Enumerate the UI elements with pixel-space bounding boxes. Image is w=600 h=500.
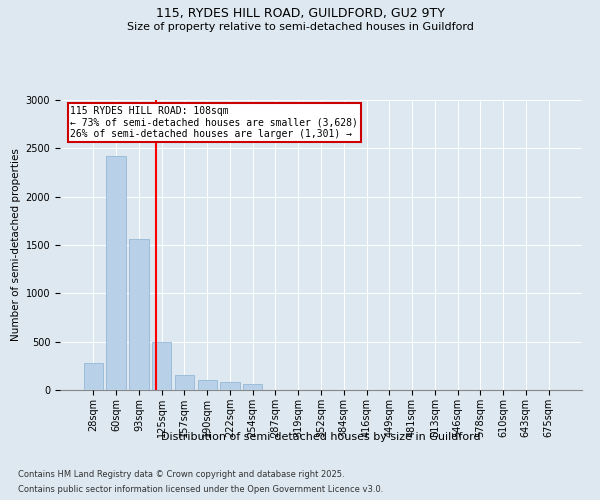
Text: Contains public sector information licensed under the Open Government Licence v3: Contains public sector information licen… <box>18 485 383 494</box>
Bar <box>84 363 103 390</box>
Text: 115, RYDES HILL ROAD, GUILDFORD, GU2 9TY: 115, RYDES HILL ROAD, GUILDFORD, GU2 9TY <box>155 8 445 20</box>
Text: Contains HM Land Registry data © Crown copyright and database right 2025.: Contains HM Land Registry data © Crown c… <box>18 470 344 479</box>
Bar <box>129 239 149 390</box>
Bar <box>197 380 217 390</box>
Text: Distribution of semi-detached houses by size in Guildford: Distribution of semi-detached houses by … <box>161 432 481 442</box>
Text: 115 RYDES HILL ROAD: 108sqm
← 73% of semi-detached houses are smaller (3,628)
26: 115 RYDES HILL ROAD: 108sqm ← 73% of sem… <box>70 106 358 139</box>
Bar <box>243 384 262 390</box>
Bar <box>175 374 194 390</box>
Y-axis label: Number of semi-detached properties: Number of semi-detached properties <box>11 148 22 342</box>
Bar <box>106 156 126 390</box>
Text: Size of property relative to semi-detached houses in Guildford: Size of property relative to semi-detach… <box>127 22 473 32</box>
Bar <box>220 382 239 390</box>
Bar <box>152 342 172 390</box>
